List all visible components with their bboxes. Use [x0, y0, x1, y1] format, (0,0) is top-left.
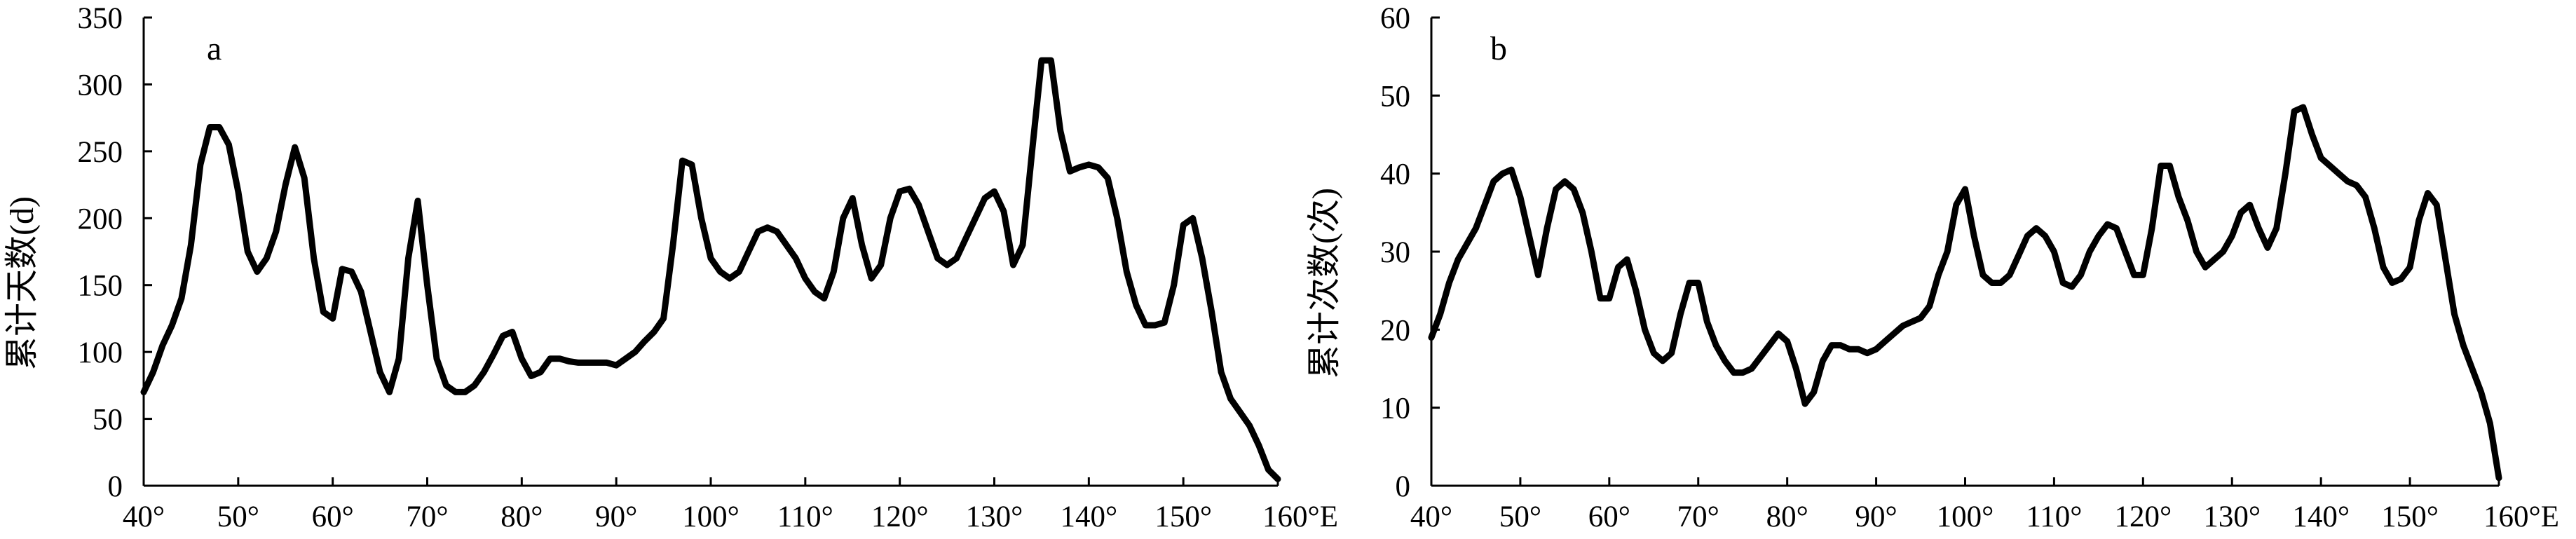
panel-a-x-tick-label: 50°: [217, 500, 259, 533]
panel-b-y-tick-label: 30: [1380, 236, 1410, 269]
panel-a-x-tick-label: 120°: [871, 500, 929, 533]
panel-a-label: a: [207, 30, 222, 67]
panel-b-label: b: [1490, 30, 1507, 67]
panel-b-x-tick-label: 50°: [1499, 500, 1541, 533]
panel-a-series-line: [140, 57, 1281, 482]
panel-b-x-tick-label: 110°: [2026, 500, 2082, 533]
panel-b-x-tick-label: 90°: [1855, 500, 1897, 533]
panel-a-x-tick-label: 40°: [123, 500, 165, 533]
panel-a-x-tick-label: 160°E: [1262, 500, 1338, 533]
panel-b-x-tick-label: 100°: [1937, 500, 1994, 533]
panel-b-x-tick-label: 160°E: [2483, 500, 2559, 533]
panel-a-x-tick-label: 80°: [500, 500, 543, 533]
panel-a-x-tick-label: 90°: [595, 500, 637, 533]
panel-b-x-tick-label: 140°: [2292, 500, 2350, 533]
panel-b-y-tick-label: 40: [1380, 158, 1410, 191]
panel-b-x-tick-label: 130°: [2203, 500, 2261, 533]
panel-b-y-axis-title: 累计次数(次): [1306, 188, 1343, 378]
panel-b-x-tick-label: 60°: [1588, 500, 1630, 533]
panel-b-y-tick-label: 50: [1380, 80, 1410, 113]
panel-b: b 累计次数(次) 0 10 20 30 40 50 60 40° 50° 60° 70° 80° 90…: [1306, 2, 2559, 533]
panel-a-x-tick-label: 150°: [1154, 500, 1212, 533]
panel-b-x-tick-label: 70°: [1677, 500, 1719, 533]
panel-a-y-tick-label: 200: [78, 203, 123, 236]
panel-b-x-tick-label: 80°: [1766, 500, 1808, 533]
panel-a-x-tick-label: 100°: [682, 500, 740, 533]
panel-a-x-tick-label: 130°: [966, 500, 1023, 533]
panel-a-y-tick-label: 300: [78, 69, 123, 102]
panel-b-y-tick-label: 60: [1380, 2, 1410, 35]
panel-a-y-tick-label: 100: [78, 336, 123, 369]
panel-b-y-tick-label: 10: [1380, 393, 1410, 425]
panel-b-y-tick-label: 0: [1396, 470, 1411, 503]
panel-a-y-tick-label: 50: [93, 404, 123, 437]
panel-a: a 累计天数(d) 0 50 100 150 200 250 300 350 40° 50° 60°…: [4, 2, 1338, 533]
panel-b-y-tick-label: 20: [1380, 314, 1410, 347]
panel-b-series-line: [1428, 104, 2502, 482]
panel-a-y-axis-title: 累计天数(d): [4, 196, 41, 370]
panel-a-y-tick-label: 0: [108, 470, 123, 503]
panel-a-y-tick-label: 350: [78, 2, 123, 35]
panel-b-x-tick-label: 120°: [2114, 500, 2172, 533]
panel-a-y-tick-label: 250: [78, 136, 123, 169]
panel-a-x-tick-label: 110°: [777, 500, 833, 533]
panel-b-x-tick-label: 150°: [2381, 500, 2439, 533]
panel-a-y-tick-label: 150: [78, 270, 123, 303]
panel-b-x-tick-label: 40°: [1410, 500, 1452, 533]
panel-a-x-tick-label: 140°: [1060, 500, 1117, 533]
panel-a-x-tick-label: 70°: [406, 500, 448, 533]
panel-a-x-tick-label: 60°: [312, 500, 354, 533]
